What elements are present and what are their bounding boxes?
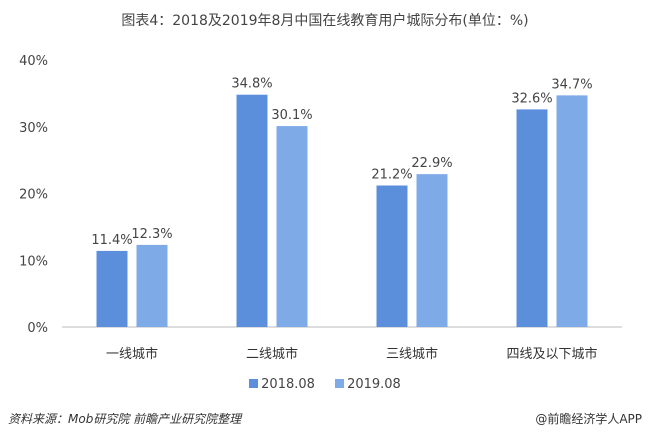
data-label: 32.6% [511, 91, 552, 106]
bar-2018.08 [516, 109, 548, 328]
data-label: 21.2% [371, 167, 412, 182]
data-label: 34.8% [231, 77, 272, 92]
legend-swatch [335, 379, 345, 388]
legend-label: 2018.08 [261, 377, 315, 392]
legend: 2018.08 2019.08 [0, 377, 650, 392]
legend-swatch [249, 379, 259, 388]
bar-2019.08 [136, 244, 168, 327]
bar-2019.08 [556, 95, 588, 327]
credit: @前瞻经济学人APP [535, 412, 642, 426]
legend-item-2018: 2018.08 [249, 377, 315, 392]
y-tick-label: 10% [19, 254, 48, 269]
y-tick-label: 20% [19, 188, 48, 203]
y-tick-label: 30% [19, 121, 48, 136]
y-tick-label: 0% [27, 321, 48, 336]
data-label: 22.9% [411, 156, 452, 171]
legend-label: 2019.08 [347, 377, 401, 392]
bar-2019.08 [416, 174, 448, 327]
bar-2018.08 [376, 185, 408, 327]
x-tick-label: 一线城市 [106, 346, 158, 362]
legend-item-2019: 2019.08 [335, 377, 401, 392]
x-tick-label: 二线城市 [246, 346, 298, 362]
x-tick-label: 四线及以下城市 [506, 346, 597, 362]
bar-2018.08 [236, 94, 268, 328]
bar-2019.08 [276, 126, 308, 328]
y-tick-label: 40% [19, 54, 48, 69]
chart-title: 图表4：2018及2019年8月中国在线教育用户城际分布(单位：%) [121, 13, 529, 29]
source-note: 资料来源：Mob研究院 前瞻产业研究院整理 [8, 412, 242, 426]
data-label: 11.4% [91, 233, 132, 248]
bar-2018.08 [96, 250, 128, 327]
bar-chart: 0% 10% 20% 30% 40% 一线城市 11.4%12.3% 二线城市 34.8% 30.… [19, 54, 622, 362]
x-tick-label: 三线城市 [386, 346, 438, 362]
data-label: 12.3% [131, 227, 172, 242]
data-label: 34.7% [551, 77, 592, 92]
data-label: 30.1% [271, 108, 312, 123]
